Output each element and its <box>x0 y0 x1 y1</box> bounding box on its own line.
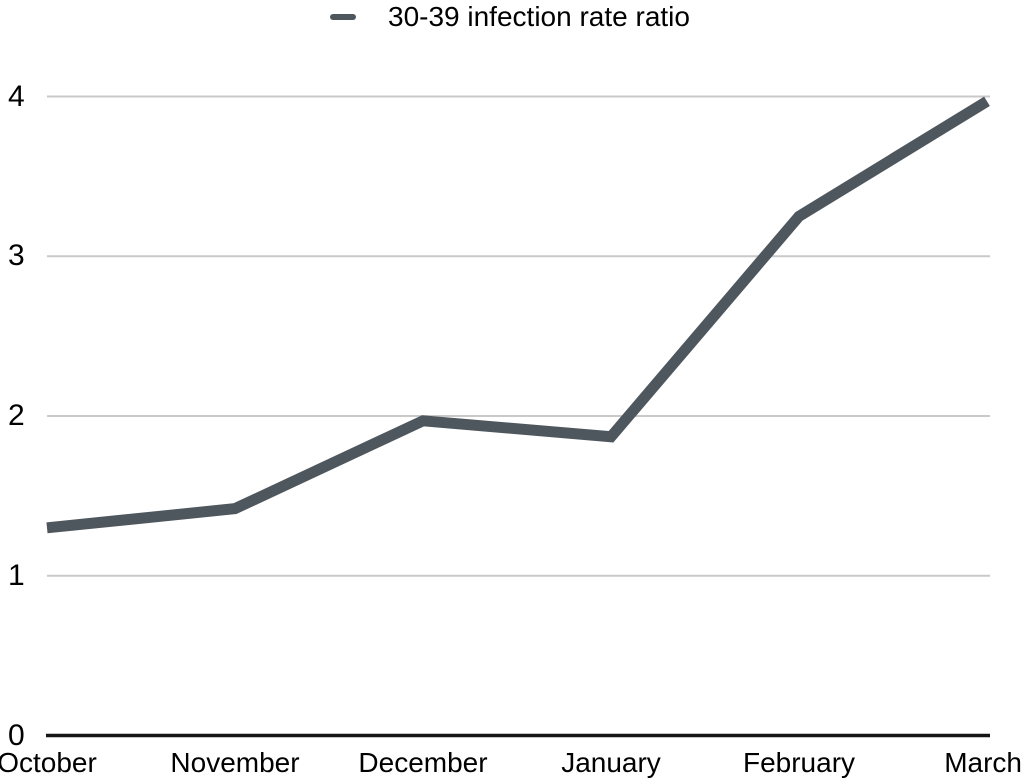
x-axis-tick-label: November <box>170 747 300 778</box>
y-axis-tick-label: 3 <box>8 239 25 273</box>
x-axis-tick-label: December <box>358 747 488 778</box>
line-series-marker-icon <box>330 14 356 20</box>
chart-legend: 30-39 infection rate ratio <box>330 1 690 33</box>
y-axis-tick-label: 2 <box>8 399 25 432</box>
x-axis-tick-label: March <box>944 747 1022 778</box>
x-axis-tick-label: January <box>561 747 661 778</box>
legend-label: 30-39 infection rate ratio <box>388 1 690 32</box>
x-axis-tick-label: February <box>742 747 856 778</box>
x-axis-tick-label: October <box>0 747 97 778</box>
gridlines <box>47 95 990 577</box>
y-axis-tick-label: 4 <box>8 79 25 113</box>
y-axis-tick-label: 0 <box>8 718 25 752</box>
series-line <box>46 96 990 534</box>
y-axis-tick-label: 1 <box>8 558 25 592</box>
